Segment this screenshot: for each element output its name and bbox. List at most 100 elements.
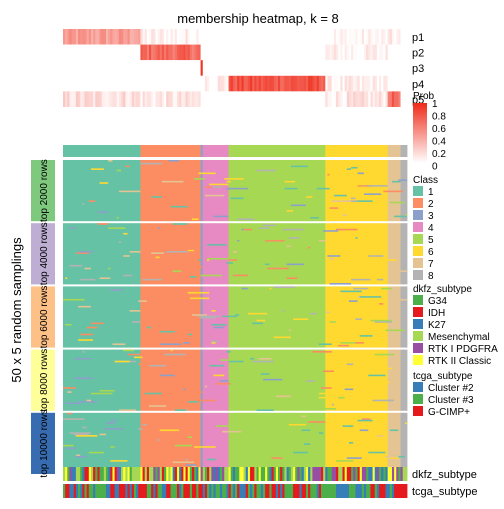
tcga-cell	[383, 484, 386, 498]
matrix-deviation	[78, 339, 94, 341]
prob-cell	[151, 75, 154, 92]
prob-cell	[383, 44, 386, 61]
prob-cell	[357, 75, 361, 92]
prob-cell	[308, 91, 311, 107]
tcga-cell	[312, 484, 315, 498]
prob-cell	[284, 91, 287, 107]
matrix-deviation	[364, 185, 367, 187]
prob-cell	[262, 44, 266, 61]
prob-cell	[318, 44, 322, 61]
dkfz-cell	[252, 467, 255, 481]
dkfz-cell	[222, 467, 225, 481]
prob-cell	[342, 44, 346, 61]
prob-cell	[239, 44, 242, 61]
matrix-deviation	[290, 204, 306, 207]
class-legend-swatch	[413, 210, 423, 220]
prob-cell	[213, 44, 217, 61]
prob-cell	[151, 44, 154, 61]
prob-cell	[376, 44, 380, 61]
prob-cell	[146, 44, 150, 61]
prob-cell	[295, 91, 298, 107]
class-cell	[166, 145, 169, 157]
matrix-deviation	[336, 460, 354, 462]
matrix-deviation	[351, 166, 358, 169]
prob-cell	[174, 91, 178, 107]
prob-cell	[321, 44, 324, 61]
prob-cell	[323, 75, 326, 92]
prob-cell	[376, 29, 380, 45]
matrix-deviation	[174, 409, 186, 411]
prob-cell	[336, 29, 339, 45]
prob-cell	[346, 29, 350, 45]
dkfz-cell	[361, 467, 365, 481]
prob-cell	[394, 60, 397, 76]
prob-cell	[370, 29, 373, 45]
class-cell	[329, 145, 333, 157]
class-cell	[381, 145, 384, 157]
tcga-cell	[338, 484, 341, 498]
prob-cell	[127, 44, 131, 61]
matrix-deviation	[346, 200, 358, 202]
class-cell	[391, 145, 395, 157]
dkfz-cell	[344, 467, 348, 481]
dkfz-legend-label: RTK II Classic	[428, 356, 491, 367]
prob-cell	[164, 91, 167, 107]
prob-cell	[299, 29, 303, 45]
prob-cell	[245, 60, 249, 76]
prob-cell	[265, 44, 268, 61]
tcga-cell	[164, 484, 167, 498]
prob-cell	[140, 91, 143, 107]
dkfz-legend-swatch	[413, 307, 423, 317]
matrix-deviation	[286, 210, 294, 212]
dkfz-cell	[224, 467, 227, 481]
prob-cell	[333, 44, 337, 61]
prob-cell	[112, 75, 115, 92]
tcga-cell	[73, 484, 77, 498]
prob-cell	[241, 75, 244, 92]
prob-cell	[140, 29, 143, 45]
prob-cell	[329, 75, 333, 92]
matrix-deviation	[301, 343, 319, 346]
prob-cell	[297, 44, 300, 61]
dkfz-cell	[69, 467, 72, 481]
prob-cell	[69, 29, 72, 45]
dkfz-cell	[379, 467, 382, 481]
matrix-deviation	[398, 179, 407, 182]
prob-cell	[189, 60, 193, 76]
matrix-deviation	[286, 277, 298, 280]
matrix-deviation	[355, 305, 371, 308]
dkfz-cell	[398, 467, 401, 481]
prob-cell	[254, 91, 257, 107]
tcga-cell	[142, 484, 146, 498]
class-cell	[86, 145, 90, 157]
prob-cell	[217, 44, 221, 61]
prob-cell	[170, 60, 174, 76]
tcga-cell	[267, 484, 270, 498]
prob-cell	[67, 75, 70, 92]
class-cell	[247, 145, 251, 157]
class-legend-swatch	[413, 234, 423, 244]
dkfz-cell	[103, 467, 107, 481]
dkfz-cell	[394, 467, 397, 481]
prob-cell	[342, 75, 346, 92]
prob-cell	[110, 44, 113, 61]
dkfz-cell	[303, 467, 307, 481]
matrix-deviation	[310, 203, 317, 205]
tcga-cell	[364, 484, 367, 498]
tcga-cell	[301, 484, 305, 498]
prob-cell	[123, 75, 126, 92]
prob-cell	[340, 75, 343, 92]
prob-cell	[84, 29, 88, 45]
prob-cell	[295, 29, 298, 45]
class-cell	[202, 145, 206, 157]
prob-cell	[338, 44, 341, 61]
prob-cell	[383, 29, 386, 45]
dkfz-cell	[387, 467, 391, 481]
prob-cell	[290, 75, 294, 92]
prob-cell	[75, 91, 79, 107]
matrix-deviation	[127, 353, 149, 356]
matrix-deviation	[65, 277, 68, 280]
prob-cell	[342, 29, 346, 45]
prob-cell	[106, 44, 109, 61]
prob-cell	[327, 75, 330, 92]
